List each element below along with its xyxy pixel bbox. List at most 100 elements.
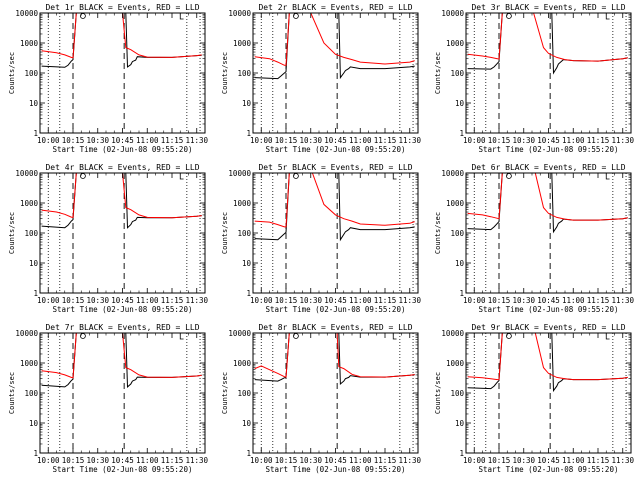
x-tick-label: 11:00	[136, 136, 159, 145]
y-tick-label: 1000	[20, 359, 39, 368]
night-marker	[392, 173, 397, 180]
detector-panel-7: Det 7r BLACK = Events, RED = LLD 1 10 100 10…	[8, 323, 209, 474]
series-line-lld	[254, 13, 415, 66]
x-tick-label: 10:45	[111, 296, 134, 305]
y-axis-label: Counts/sec	[8, 372, 16, 414]
x-tick-label: 10:00	[250, 136, 273, 145]
y-tick-label: 1	[33, 449, 38, 458]
x-tick-label: 11:00	[349, 456, 372, 465]
x-tick-label: 11:00	[562, 296, 585, 305]
detector-panel-8: Det 8r BLACK = Events, RED = LLD 1 10 100 10…	[221, 323, 422, 474]
night-marker	[179, 13, 184, 20]
series-line-events	[254, 13, 415, 80]
x-tick-label: 11:15	[587, 456, 610, 465]
x-tick-label: 11:15	[587, 136, 610, 145]
panel-title: Det 3r BLACK = Events, RED = LLD	[471, 3, 625, 12]
y-tick-label: 10	[242, 419, 252, 428]
y-tick-label: 100	[237, 229, 251, 238]
y-tick-label: 100	[237, 69, 251, 78]
panel-title: Det 2r BLACK = Events, RED = LLD	[258, 3, 412, 12]
x-axis-label: Start Time (02-Jun-08 09:55:20)	[53, 305, 193, 314]
x-tick-label: 11:30	[185, 296, 208, 305]
y-tick-label: 1	[33, 129, 38, 138]
x-tick-label: 11:15	[161, 296, 184, 305]
y-tick-label: 10	[455, 99, 465, 108]
panel-title: Det 9r BLACK = Events, RED = LLD	[471, 323, 625, 332]
x-tick-label: 10:00	[37, 136, 60, 145]
x-tick-label: 10:15	[275, 136, 298, 145]
night-marker	[179, 173, 184, 180]
series-line-events	[41, 13, 202, 68]
y-tick-label: 10	[29, 419, 39, 428]
panel-frame	[465, 332, 632, 454]
y-axis-label: Counts/sec	[434, 52, 442, 94]
y-tick-label: 1	[246, 129, 251, 138]
panel-frame	[39, 12, 206, 134]
series-line-lld	[254, 173, 415, 228]
series-line-events	[467, 13, 628, 75]
x-tick-label: 10:00	[250, 296, 273, 305]
series-line-events	[41, 333, 202, 388]
y-axis-label: Counts/sec	[434, 212, 442, 254]
x-tick-label: 11:00	[136, 456, 159, 465]
x-tick-label: 11:30	[185, 456, 208, 465]
x-tick-label: 10:30	[86, 296, 109, 305]
x-tick-label: 10:45	[324, 136, 347, 145]
panel-frame	[465, 12, 632, 134]
night-marker	[605, 173, 610, 180]
panel-frame	[39, 172, 206, 294]
x-tick-label: 11:30	[611, 136, 634, 145]
x-tick-label: 10:15	[488, 296, 511, 305]
y-tick-label: 10000	[15, 9, 38, 18]
panel-title: Det 4r BLACK = Events, RED = LLD	[45, 163, 199, 172]
panel-frame	[252, 172, 419, 294]
x-tick-label: 11:30	[398, 456, 421, 465]
x-tick-label: 10:45	[537, 456, 560, 465]
x-tick-label: 11:30	[611, 296, 634, 305]
y-tick-label: 1000	[20, 199, 39, 208]
x-tick-label: 10:30	[299, 296, 322, 305]
series-line-lld	[467, 13, 628, 62]
x-axis-label: Start Time (02-Jun-08 09:55:20)	[479, 305, 619, 314]
y-tick-label: 10000	[228, 9, 251, 18]
x-axis-label: Start Time (02-Jun-08 09:55:20)	[53, 465, 193, 474]
y-tick-label: 1	[459, 129, 464, 138]
y-axis-label: Counts/sec	[8, 212, 16, 254]
y-tick-label: 1	[246, 289, 251, 298]
x-axis-label: Start Time (02-Jun-08 09:55:20)	[266, 305, 406, 314]
detector-panel-1: Det 1r BLACK = Events, RED = LLD 1 10 100 10…	[8, 3, 209, 154]
x-tick-label: 10:15	[488, 136, 511, 145]
y-tick-label: 10000	[441, 169, 464, 178]
y-tick-label: 10000	[15, 169, 38, 178]
y-tick-label: 10000	[441, 329, 464, 338]
x-tick-label: 10:15	[62, 136, 85, 145]
x-tick-label: 11:30	[611, 456, 634, 465]
series-line-events	[254, 173, 415, 242]
x-tick-label: 11:30	[185, 136, 208, 145]
y-tick-label: 10	[29, 99, 39, 108]
x-tick-label: 11:00	[562, 136, 585, 145]
x-axis-label: Start Time (02-Jun-08 09:55:20)	[53, 145, 193, 154]
detector-panel-6: Det 6r BLACK = Events, RED = LLD 1 10 100 10…	[434, 163, 635, 314]
x-tick-label: 10:45	[537, 296, 560, 305]
x-tick-label: 11:15	[374, 296, 397, 305]
panel-title: Det 5r BLACK = Events, RED = LLD	[258, 163, 412, 172]
y-tick-label: 1000	[233, 39, 252, 48]
night-marker	[392, 333, 397, 340]
panel-frame	[465, 172, 632, 294]
x-tick-label: 10:00	[250, 456, 273, 465]
panel-title: Det 6r BLACK = Events, RED = LLD	[471, 163, 625, 172]
x-tick-label: 11:15	[161, 136, 184, 145]
y-axis-label: Counts/sec	[221, 212, 229, 254]
series-line-lld	[254, 333, 415, 378]
night-marker	[392, 13, 397, 20]
x-tick-label: 10:00	[37, 456, 60, 465]
series-line-events	[467, 333, 628, 393]
y-tick-label: 10	[242, 99, 252, 108]
x-tick-label: 11:30	[398, 296, 421, 305]
x-tick-label: 10:45	[324, 296, 347, 305]
x-tick-label: 10:15	[62, 456, 85, 465]
x-tick-label: 10:45	[111, 456, 134, 465]
x-tick-label: 11:00	[349, 136, 372, 145]
y-tick-label: 1	[246, 449, 251, 458]
